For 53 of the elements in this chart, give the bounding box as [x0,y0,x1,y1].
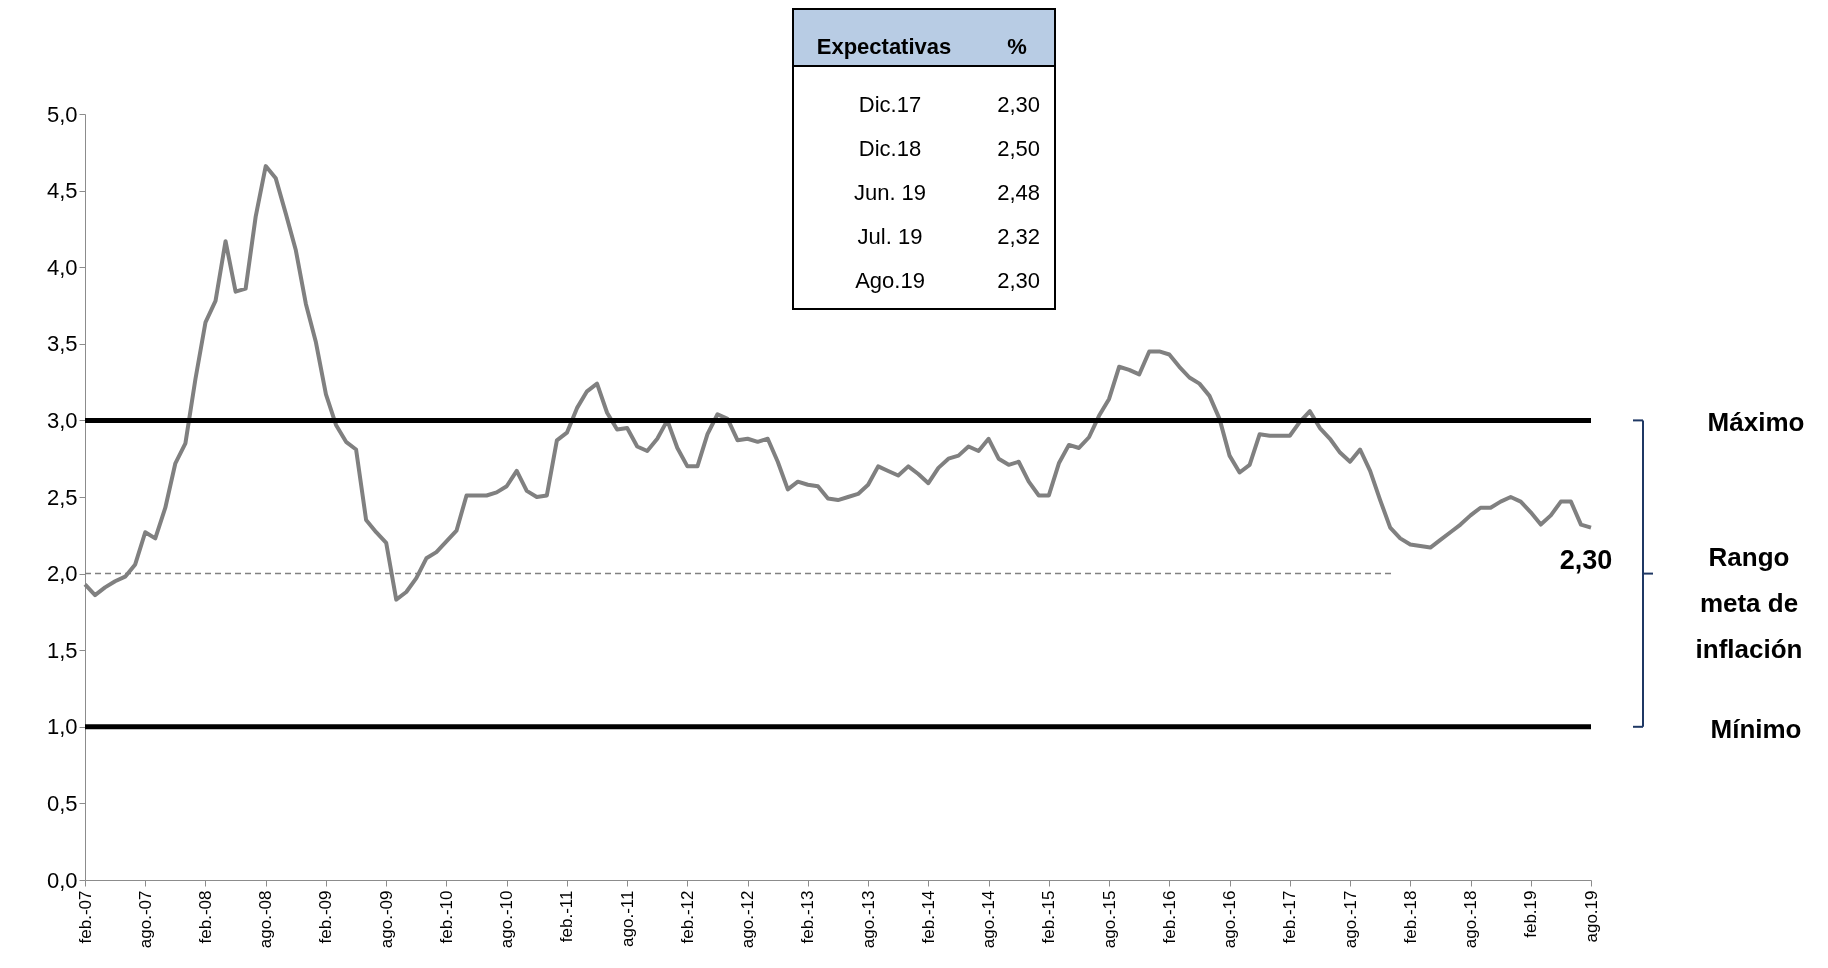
text: Rango meta de inflación [1695,542,1803,665]
annotation: Dic.18 [858,136,922,161]
x-tick-label: feb.-12 [677,890,697,944]
x-tick-label: feb.-13 [798,890,818,944]
y-tick-label: 0,0 [46,867,78,893]
x-tick-label: feb.-16 [1159,890,1179,944]
annotation: 2,48 [997,180,1040,205]
x-tick-label: feb.-07 [75,890,95,944]
x-tick-label: ago.-13 [858,890,878,949]
y-tick-label: 5,0 [46,101,78,127]
annotation: 2,32 [997,224,1040,249]
text: Mínimo [1710,713,1802,744]
x-tick-label: feb.-14 [918,890,938,944]
x-tick-label: ago.-11 [617,890,637,947]
text: % [1007,34,1027,59]
x-tick-label: feb.-18 [1400,890,1420,944]
x-tick-label: ago.19 [1581,890,1601,943]
y-tick-label: 3,5 [46,331,78,357]
x-tick-label: feb.-10 [436,890,456,944]
annotation: 2,30 [1559,544,1613,575]
x-tick-label: feb.-08 [195,890,215,944]
y-tick-label: 0,5 [46,790,78,816]
x-tick-label: feb.-15 [1039,890,1059,944]
text: Máximo [1707,407,1805,438]
x-tick-label: ago.-16 [1220,890,1240,949]
x-tick-label: ago.-07 [135,890,155,949]
x-tick-label: ago.-12 [738,890,758,949]
x-tick-label: ago.-15 [1099,890,1119,949]
annotation: 2,50 [997,136,1040,161]
x-tick-label: ago.-09 [376,890,396,949]
x-tick-label: ago.-17 [1340,890,1360,949]
annotation: 2,30 [997,268,1040,293]
x-tick-label: feb.-17 [1280,890,1300,944]
annotation: Jul. 19 [857,224,923,249]
x-tick-label: ago.-18 [1461,890,1481,949]
annotation: Dic.17 [858,92,922,117]
x-tick-label: feb.-09 [316,890,336,944]
x-tick-label: feb.19 [1521,890,1541,938]
y-tick-label: 1,0 [46,714,78,740]
y-tick-label: 4,5 [46,178,78,204]
x-tick-label: ago.-14 [979,890,999,949]
x-tick-label: feb.-11 [557,890,577,943]
x-tick-label: ago.-10 [497,890,517,949]
y-tick-label: 2,0 [46,561,78,587]
y-tick-label: 4,0 [46,254,78,280]
y-tick-label: 3,0 [46,407,78,433]
annotation: Jun. 19 [853,180,927,205]
text: Expectativas [816,34,952,59]
y-tick-label: 2,5 [46,484,78,510]
annotation: 2,30 [997,92,1040,117]
annotation: Ago.19 [855,268,925,293]
x-tick-label: ago.-08 [256,890,276,949]
y-tick-label: 1,5 [46,637,78,663]
